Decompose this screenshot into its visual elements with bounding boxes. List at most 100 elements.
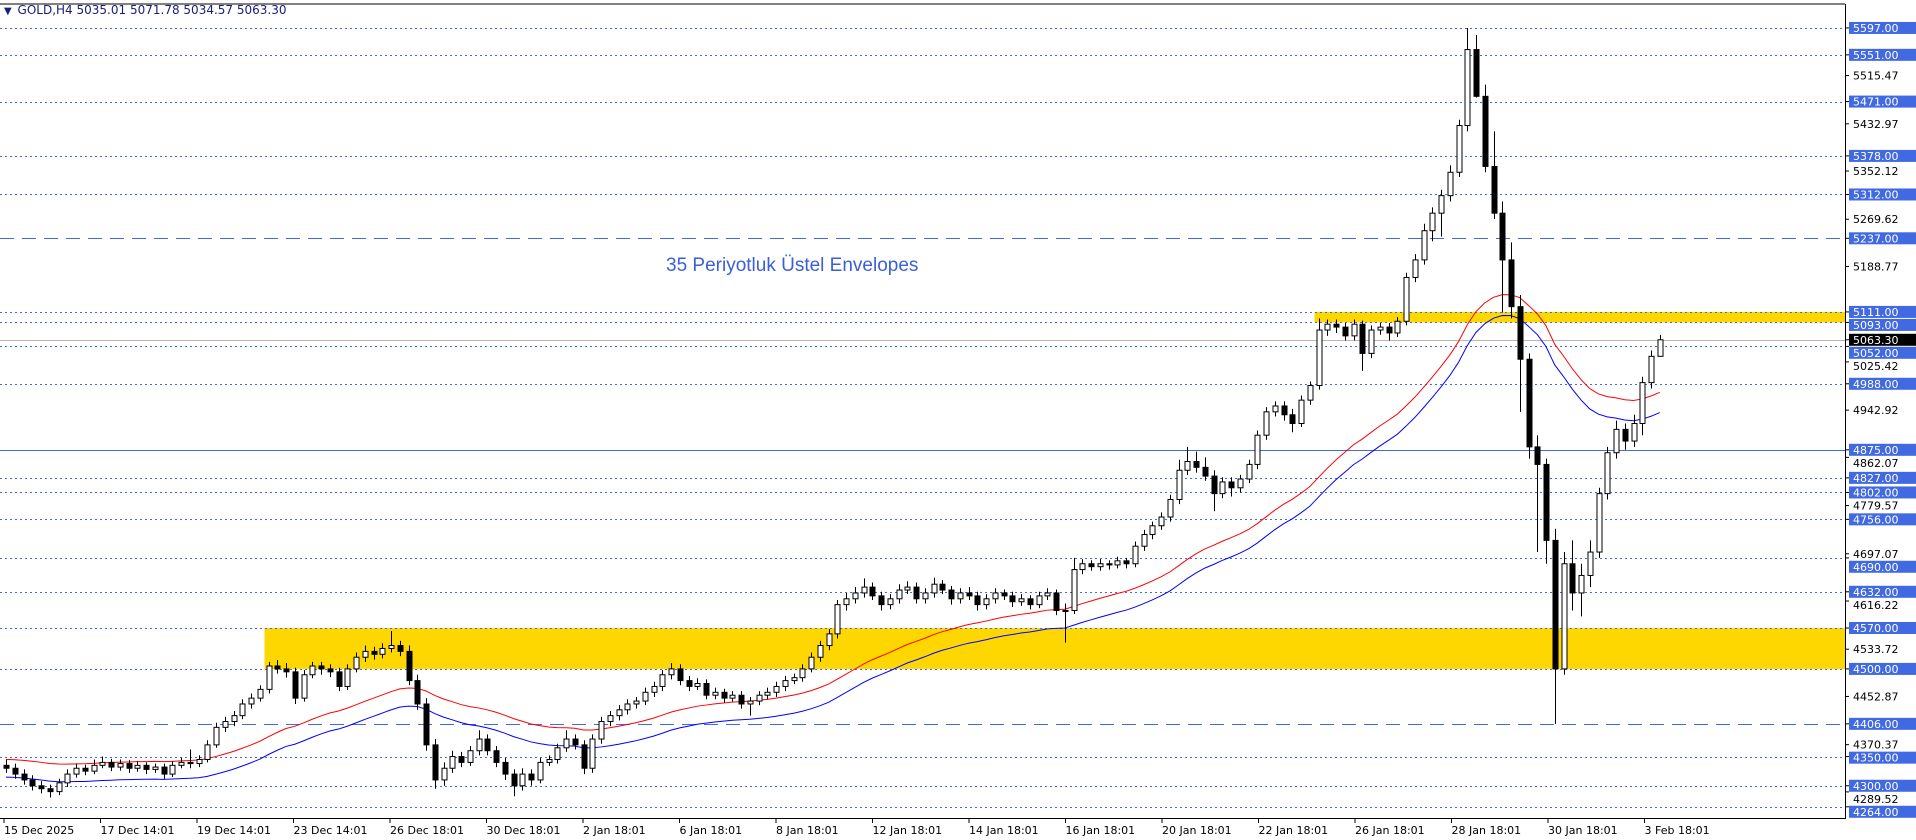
candle [1281, 401, 1288, 421]
candle [808, 652, 815, 673]
candle-body-bullish [773, 685, 780, 693]
candle-body-bullish [1316, 329, 1323, 387]
candle [1027, 595, 1034, 610]
candle-body-bearish [939, 583, 946, 591]
candle-body-bearish [371, 650, 378, 655]
candle [1421, 223, 1428, 265]
candle-body-bullish [983, 598, 990, 606]
level-price-label: 4350.00 [1853, 752, 1899, 765]
candle [642, 687, 649, 706]
candle-body-bullish [1368, 329, 1375, 354]
candle-body-bullish [834, 604, 841, 635]
candle-body-bullish [1246, 463, 1253, 480]
candle-body-bullish [379, 647, 386, 655]
candle-body-bullish [808, 656, 815, 670]
candle-body-bullish [1464, 49, 1471, 127]
candle-body-bearish [1526, 358, 1533, 448]
candle [1316, 318, 1323, 390]
candle [1246, 459, 1253, 484]
candle [528, 769, 535, 786]
candle-body-bullish [1036, 595, 1043, 606]
candle [852, 587, 859, 604]
candle-body-bullish [931, 583, 938, 594]
candle [581, 740, 588, 775]
candle [1289, 408, 1296, 433]
candle-body-bearish [82, 767, 89, 772]
dropdown-triangle-icon[interactable]: ▼ [4, 6, 12, 17]
candle [327, 664, 334, 678]
candle [1587, 540, 1594, 588]
candle [1491, 131, 1498, 220]
candle [1324, 319, 1331, 336]
candle-body-bearish [677, 668, 684, 682]
price-tick-label: 4452.87 [1853, 690, 1899, 703]
time-axis[interactable]: 15 Dec 2025 17 Dec 14:01 19 Dec 14:01 23 De… [3, 818, 1710, 837]
candle-body-bearish [1543, 463, 1550, 541]
candle [887, 594, 894, 610]
candle [406, 645, 413, 686]
candle-body-bullish [91, 764, 98, 772]
level-price-label: 5378.00 [1853, 150, 1899, 163]
candle-body-bearish [1123, 560, 1130, 565]
candle-body-bullish [1097, 563, 1104, 568]
level-price-label-bg [1849, 346, 1916, 359]
candle-body-bullish [449, 756, 456, 769]
candle [169, 761, 176, 778]
candle-body-bearish [1499, 212, 1506, 261]
time-tick-label: 8 Jan 18:01 [776, 824, 839, 837]
candle-body-bullish [204, 744, 211, 760]
time-tick-label: 15 Dec 2025 [4, 824, 74, 837]
candle [73, 763, 80, 778]
candle [826, 629, 833, 651]
candle-body-bullish [826, 633, 833, 647]
candle [1464, 27, 1471, 132]
candle-body-bullish [1167, 498, 1174, 518]
level-price-label: 5093.00 [1853, 319, 1899, 332]
candle-body-bullish [843, 598, 850, 606]
candle [274, 660, 281, 674]
candle-body-bullish [992, 592, 999, 600]
candle [1604, 446, 1611, 500]
candle-body-bearish [1001, 592, 1008, 597]
candle [511, 769, 518, 797]
candle [843, 592, 850, 611]
candle-body-bullish [563, 738, 570, 749]
candle [1386, 323, 1393, 341]
candle-body-bearish [1342, 326, 1349, 337]
candle [1158, 512, 1165, 530]
candle [222, 716, 229, 733]
candle-body-bullish [178, 761, 185, 766]
price-tick-label: 4616.22 [1853, 599, 1899, 612]
candle-body-bearish [1228, 481, 1235, 489]
candle-body-bearish [1053, 592, 1060, 611]
price-axis[interactable]: 5597.00 5551.00 5515.47 5471.00 5432.97 5378.… [1845, 21, 1916, 819]
candle [948, 585, 955, 605]
candle [56, 778, 63, 796]
candle-body-bullish [598, 721, 605, 740]
candle-body-bullish [248, 697, 255, 705]
level-price-label-bg [1849, 513, 1916, 526]
level-price-label: 4690.00 [1853, 561, 1899, 574]
current-price-label: 5063.30 [1853, 334, 1899, 347]
candle-body-bullish [756, 694, 763, 702]
candle [187, 749, 194, 769]
candle [1123, 557, 1130, 569]
candle-body-bullish [1429, 212, 1436, 232]
candle-body-bearish [1569, 563, 1576, 594]
candle [694, 678, 701, 690]
candle [598, 716, 605, 744]
candle [1062, 603, 1069, 643]
candle [178, 757, 185, 769]
candle-body-bearish [528, 773, 535, 781]
time-tick-label: 26 Dec 18:01 [390, 824, 464, 837]
candle-body-bullish [659, 674, 666, 687]
candle [1088, 560, 1095, 571]
candle [1552, 528, 1559, 724]
time-tick-label: 2 Jan 18:01 [583, 824, 646, 837]
candle [607, 710, 614, 727]
candle-body-bullish [476, 738, 483, 752]
candle-body-bullish [73, 767, 80, 775]
candle-body-bullish [1403, 276, 1410, 322]
candle [1377, 323, 1384, 335]
